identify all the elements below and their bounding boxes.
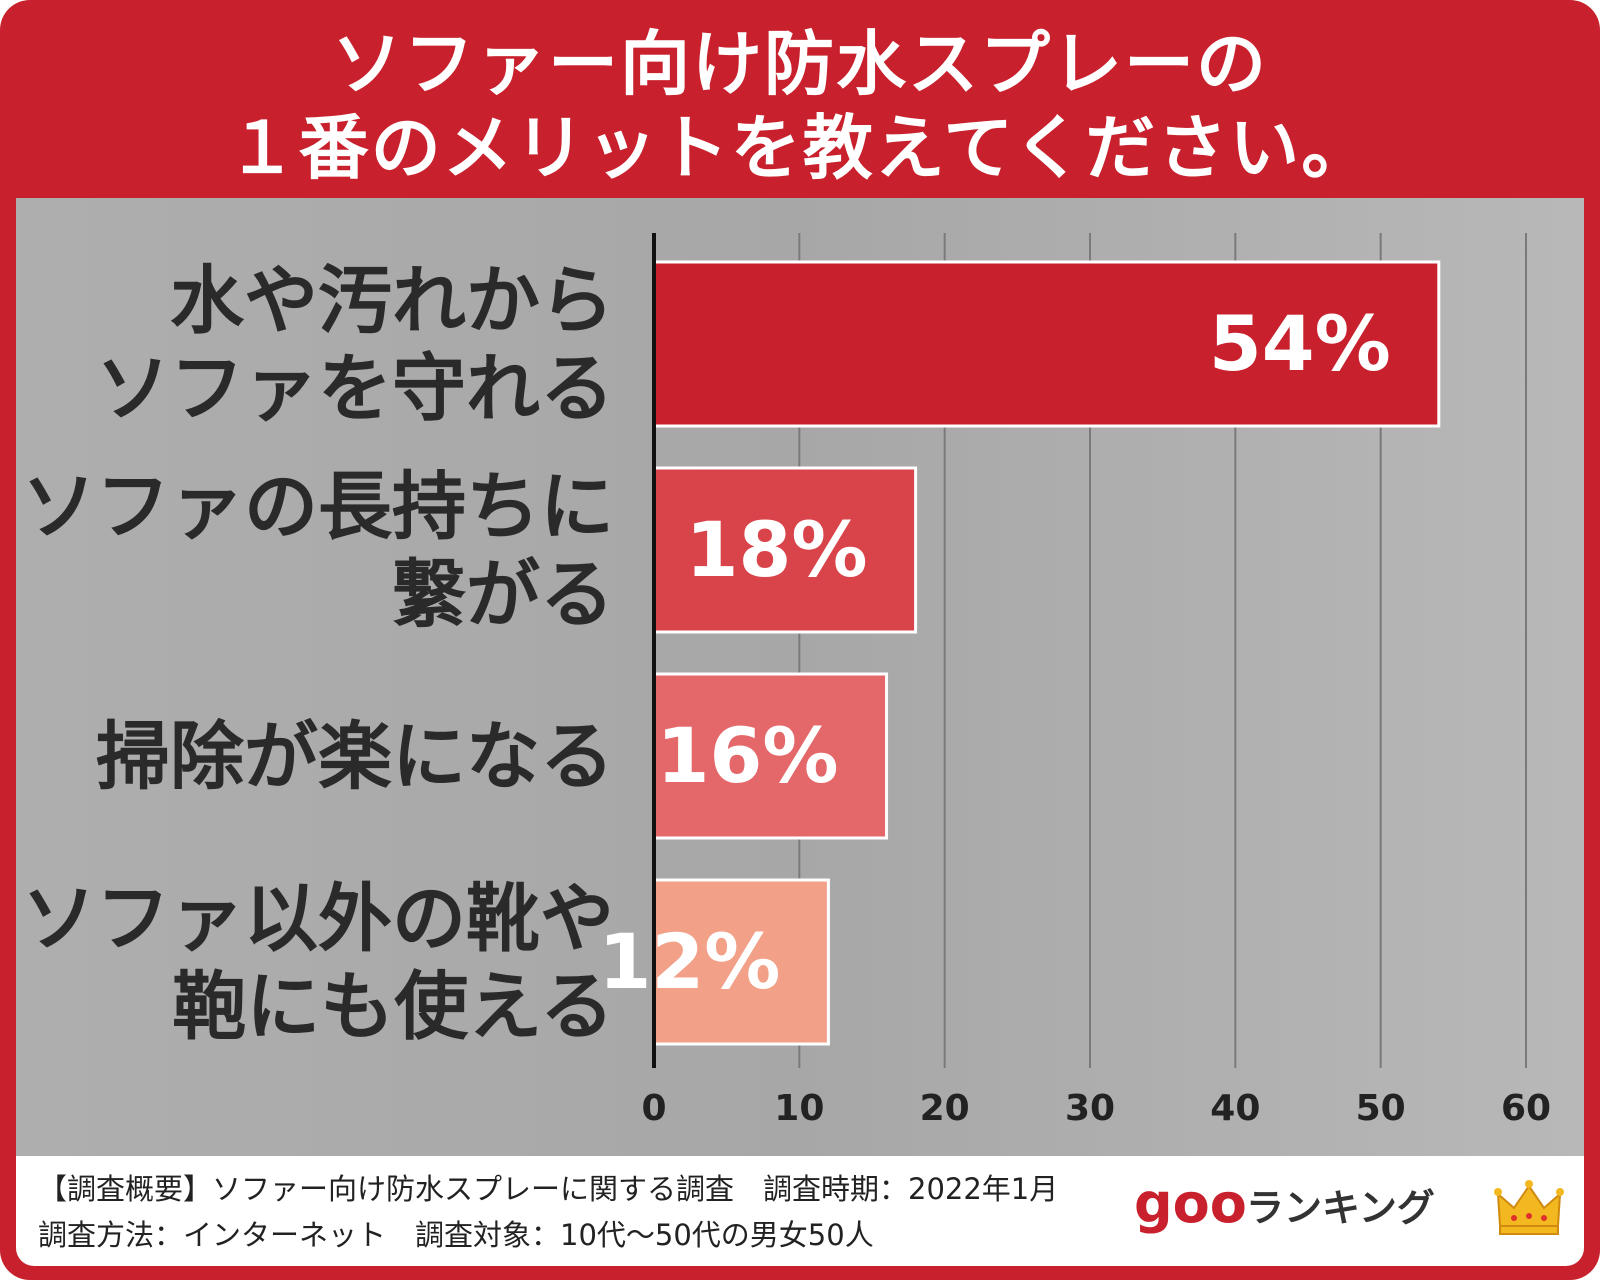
category-label: 水や汚れから <box>170 258 614 344</box>
value-label: 54% <box>1209 299 1391 388</box>
goo-ranking-logo: goo ランキング <box>1134 1174 1564 1244</box>
value-label: 12% <box>598 917 780 1006</box>
title-line-1: ソファー向け防水スプレーの <box>332 23 1268 105</box>
category-label: 鞄にも使える <box>172 964 614 1050</box>
goo-logo-text: goo <box>1134 1172 1247 1235</box>
x-tick-label: 40 <box>1210 1088 1260 1129</box>
value-label: 18% <box>686 505 868 594</box>
chart-title: ソファー向け防水スプレーの １番のメリットを教えてください。 <box>0 22 1600 190</box>
category-label: 繋がる <box>392 552 614 638</box>
x-tick-label: 10 <box>774 1088 824 1129</box>
bar <box>652 672 889 840</box>
category-label: ソファの長持ちに <box>22 464 614 550</box>
x-tick-label: 50 <box>1356 1088 1406 1129</box>
x-tick-label: 20 <box>920 1088 970 1129</box>
title-line-2: １番のメリットを教えてください。 <box>226 107 1374 189</box>
bar <box>652 260 1441 428</box>
crown-icon <box>1494 1180 1564 1235</box>
x-tick-label: 30 <box>1065 1088 1115 1129</box>
x-tick-label: 60 <box>1501 1088 1551 1129</box>
chart-panel: 54% 水や汚れから ソファを守れる 18% ソファの長持ちに 繋がる 16% 掃除が楽になる… <box>16 198 1584 1156</box>
category-label: ソファを守れる <box>96 346 614 432</box>
survey-footer: 【調査概要】ソファー向け防水スプレーに関する調査 調査時期：2022年1月 調査… <box>16 1156 1584 1266</box>
x-tick-label: 0 <box>641 1088 666 1129</box>
category-label: 掃除が楽になる <box>96 714 614 800</box>
ranking-logo-text: ランキング <box>1246 1186 1435 1230</box>
category-label: ソファ以外の靴や <box>22 876 614 962</box>
survey-summary-line-1: 【調査概要】ソファー向け防水スプレーに関する調査 調査時期：2022年1月 <box>38 1172 1059 1206</box>
bar <box>652 878 830 1046</box>
value-label: 16% <box>657 711 839 800</box>
survey-summary-line-2: 調査方法：インターネット 調査対象：10代～50代の男女50人 <box>38 1218 874 1252</box>
